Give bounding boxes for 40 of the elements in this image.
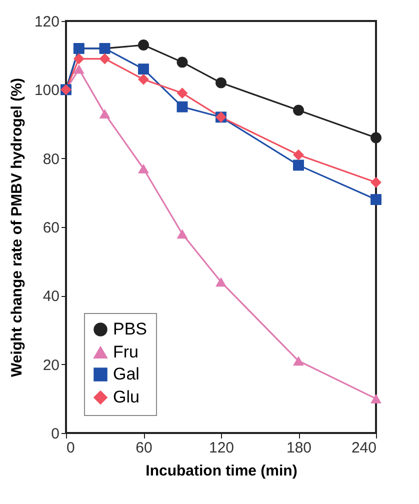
point [293, 104, 304, 116]
x-tick-label: 0 [66, 440, 75, 456]
y-tick-label: 20 [42, 356, 60, 374]
point [138, 64, 149, 75]
point [216, 77, 226, 88]
point [99, 53, 110, 64]
legend-label: Glu [113, 388, 140, 406]
x-tick-label: 180 [286, 440, 312, 456]
point [370, 132, 382, 144]
y-tick-label: 120 [34, 14, 60, 30]
x-tick-label: 60 [136, 440, 152, 456]
point [99, 108, 110, 118]
x-tick-label: 120 [208, 440, 234, 456]
point [138, 40, 149, 50]
point [176, 88, 188, 99]
y-tick-label: 100 [34, 82, 60, 100]
x-axis-title: Incubation time (min) [146, 462, 298, 480]
legend-label: PBS [113, 320, 148, 338]
legend-label: Gal [113, 364, 140, 384]
point [176, 56, 188, 68]
y-tick-label: 60 [42, 220, 60, 236]
point [176, 229, 188, 239]
point [138, 74, 149, 85]
y-axis-title: Weight change rate of PMBV hydrogel (%) [8, 78, 26, 377]
point [370, 176, 382, 188]
point [370, 194, 382, 206]
point [138, 164, 149, 174]
point [370, 394, 382, 404]
point [216, 277, 226, 287]
point [73, 53, 84, 64]
point [293, 356, 304, 366]
point [176, 101, 188, 112]
point [293, 160, 304, 171]
y-tick-label: 40 [42, 288, 60, 306]
x-tick-label: 240 [351, 440, 376, 456]
point [293, 149, 304, 160]
legend-label: Fru [113, 342, 138, 362]
y-tick-label: 80 [42, 150, 60, 168]
point [73, 64, 84, 74]
y-tick-label: 0 [51, 426, 60, 442]
